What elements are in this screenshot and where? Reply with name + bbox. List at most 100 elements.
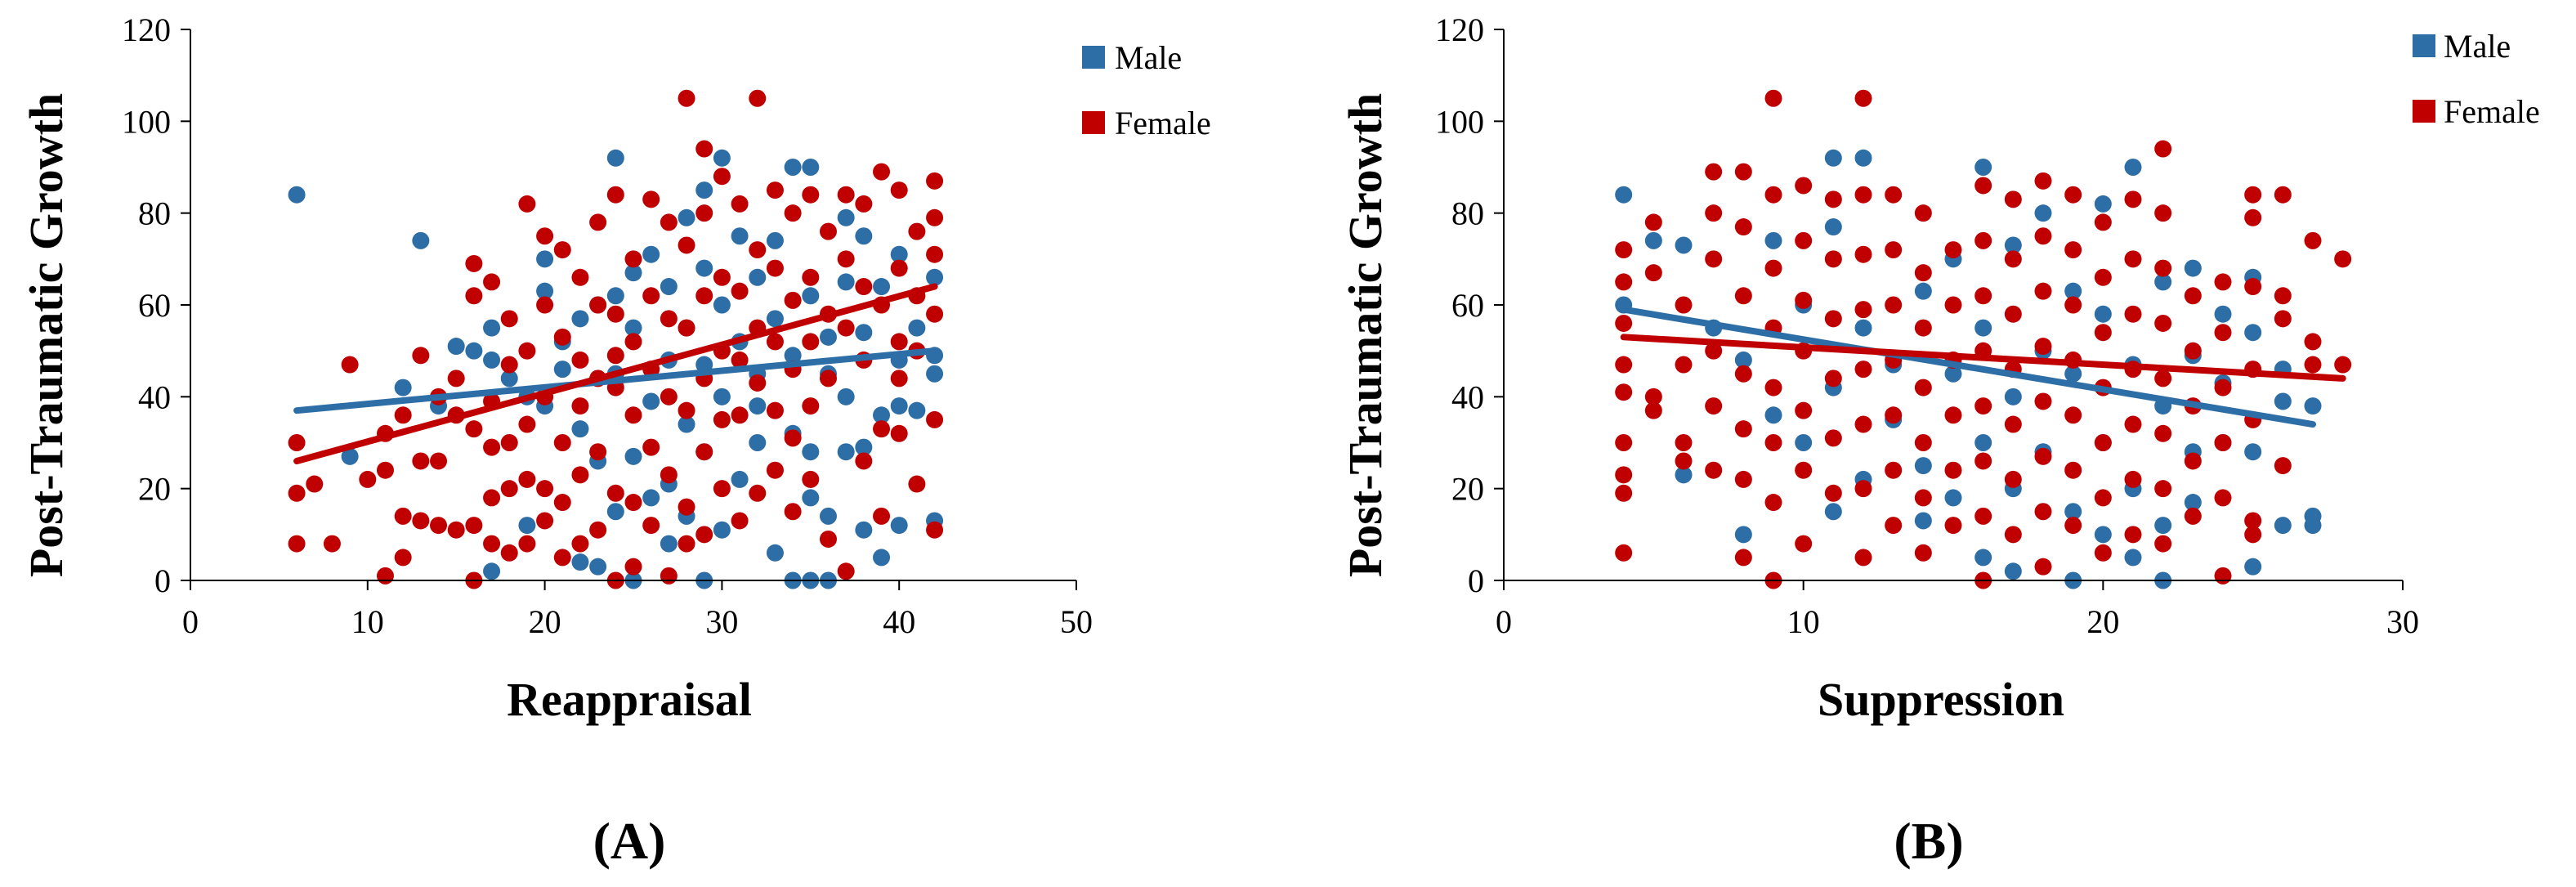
panel-b-male-point xyxy=(2184,259,2202,277)
panel-b-female-point xyxy=(1705,461,1723,479)
panel-b-female-point xyxy=(1734,470,1752,488)
panel-a-female-point xyxy=(288,535,306,553)
panel-b-ylabel: Post-Traumatic Growth xyxy=(1339,93,1392,577)
panel-a-male-point xyxy=(483,319,501,337)
panel-b-female-point xyxy=(2214,273,2232,291)
panel-b-male-point xyxy=(2004,388,2022,405)
panel-b-axes xyxy=(1494,29,2404,590)
panel-b-female-point xyxy=(1914,319,1932,337)
panel-b-female-point xyxy=(2124,305,2142,323)
panel-b-female-point xyxy=(1705,342,1723,360)
panel-b-female-point xyxy=(1885,241,1903,259)
panel-b-male-point xyxy=(1974,434,1992,451)
panel-a-female-point xyxy=(890,259,908,277)
panel-a-male-point xyxy=(890,245,908,263)
panel-b-male-point xyxy=(1854,149,1872,167)
panel-b-female-point xyxy=(1795,231,1813,249)
panel-a-female-point xyxy=(430,452,448,470)
panel-b-female-point xyxy=(2244,278,2262,296)
panel-a-female-point xyxy=(837,319,855,337)
panel-a-male-point xyxy=(660,278,678,296)
panel-a-female-points xyxy=(288,89,944,589)
panel-b-female-point xyxy=(2274,186,2292,204)
panel-a-male-point xyxy=(571,420,589,438)
panel-a-female-point xyxy=(749,374,767,392)
panel-b-female-point xyxy=(1615,383,1633,401)
panel-b-male-point xyxy=(2274,392,2292,410)
panel-a-male-point xyxy=(571,310,589,328)
panel-a-male-point xyxy=(642,489,660,507)
panel-a-female-point xyxy=(500,356,518,374)
panel-b-female-point xyxy=(2214,489,2232,507)
panel-a-male-point xyxy=(642,245,660,263)
panel-a-legend: Male Female xyxy=(1082,39,1211,141)
panel-a-male-point xyxy=(890,397,908,415)
panel-a-male-point xyxy=(624,264,642,282)
panel-a-legend-female-swatch xyxy=(1082,111,1105,134)
panel-a-female-point xyxy=(766,259,784,277)
panel-b-male-point xyxy=(1824,503,1842,521)
panel-b-female-point xyxy=(2094,268,2112,286)
panel-a-female-point xyxy=(926,410,944,428)
panel-a-female-point xyxy=(606,484,624,502)
panel-b-female-point xyxy=(2274,457,2292,475)
panel-a-female-point xyxy=(553,241,571,259)
panel-a-female-point xyxy=(341,356,359,374)
panel-a-male-point xyxy=(766,310,784,328)
panel-a-male-point xyxy=(606,149,624,167)
panel-b-male-point xyxy=(2304,397,2322,415)
panel-b-male-point xyxy=(1734,526,1752,544)
panel-a-female-point xyxy=(571,535,589,553)
panel-a-female-point xyxy=(323,535,341,553)
panel-b-female-point xyxy=(1854,89,1872,107)
panel-b-female-point xyxy=(1914,489,1932,507)
panel-b-male-point xyxy=(1854,319,1872,337)
panel-b-female-point xyxy=(1944,241,1962,259)
panel-a-y-tick-label: 60 xyxy=(138,287,171,324)
panel-b-female-point xyxy=(1644,213,1662,231)
panel-b-female-point xyxy=(2034,338,2052,356)
panel-a-y-tick-label: 80 xyxy=(138,195,171,232)
panel-a-female-point xyxy=(589,443,607,461)
panel-b-female-point xyxy=(2184,342,2202,360)
panel-a-female-point xyxy=(500,310,518,328)
panel-a-female-point xyxy=(713,268,731,286)
panel-a-female-point xyxy=(306,475,324,493)
panel-a-female-point xyxy=(536,512,554,530)
panel-a-ylabel: Post-Traumatic Growth xyxy=(20,93,73,577)
panel-b-female-point xyxy=(1615,466,1633,484)
panel-a-female-point xyxy=(802,186,820,204)
panel-a-female-point xyxy=(678,498,695,516)
panel-b-y-tick-label: 20 xyxy=(1451,471,1484,508)
panel-b-male-point xyxy=(2154,273,2172,291)
panel-b-male-point xyxy=(2094,195,2112,213)
panel-b-female-point xyxy=(1644,401,1662,419)
panel-a-female-point xyxy=(802,268,820,286)
panel-a-female-point xyxy=(483,489,501,507)
panel-a-female-point xyxy=(873,507,891,525)
panel-a-female-point xyxy=(483,273,501,291)
panel-b-female-point xyxy=(2274,287,2292,305)
panel-a-male-point xyxy=(660,535,678,553)
panel-a-female-point xyxy=(447,521,465,539)
panel-a-female-point xyxy=(642,438,660,456)
panel-b-female-point xyxy=(2004,305,2022,323)
panel-a-male-point xyxy=(908,401,926,419)
panel-a-female-point xyxy=(695,140,713,158)
panel-b-female-point xyxy=(2034,392,2052,410)
panel-b-female-point xyxy=(2004,190,2022,208)
panel-a-female-point xyxy=(713,410,731,428)
panel-b-plot-area: 0 20 40 60 80 100 120 0 10 20 30 xyxy=(1435,11,2419,640)
panel-a-female-point xyxy=(376,461,394,479)
panel-a-female-point xyxy=(288,484,306,502)
panel-a-male-point xyxy=(518,517,536,535)
panel-a-male-point xyxy=(766,544,784,562)
panel-a-female-point xyxy=(465,254,483,272)
panel-a-tick-labels: 0 20 40 60 80 100 120 0 10 20 30 40 50 xyxy=(122,11,1093,640)
panel-a-male-point xyxy=(926,365,944,383)
panel-a-y-tick-label: 120 xyxy=(122,11,171,48)
panel-b-female-point xyxy=(2184,452,2202,470)
panel-a-male-point xyxy=(678,208,695,226)
panel-b-female-point xyxy=(1914,379,1932,396)
